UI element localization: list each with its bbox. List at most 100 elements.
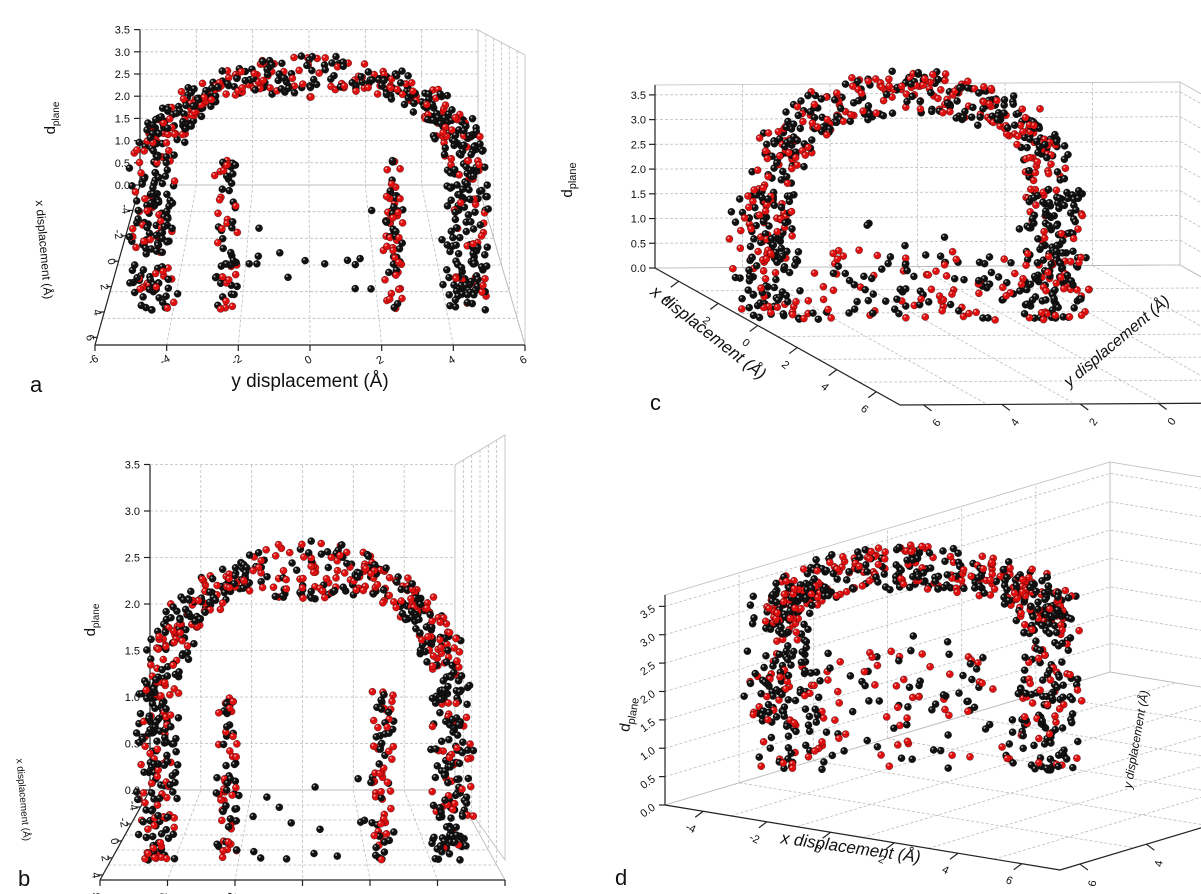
- data-point-highlight: [1071, 197, 1074, 200]
- data-point-highlight: [1018, 123, 1021, 126]
- data-point: [755, 313, 764, 322]
- data-point: [201, 608, 209, 617]
- data-point: [370, 831, 379, 840]
- data-point: [169, 298, 178, 307]
- data-point-highlight: [388, 85, 391, 88]
- data-point-highlight: [781, 311, 784, 314]
- data-point: [871, 75, 880, 83]
- data-point-highlight: [281, 575, 284, 578]
- data-point: [885, 75, 893, 83]
- data-point: [454, 677, 463, 685]
- data-point-highlight: [165, 664, 168, 667]
- data-point-highlight: [400, 220, 403, 223]
- data-point: [441, 796, 449, 804]
- data-point-highlight: [391, 204, 394, 207]
- data-point-highlight: [379, 857, 382, 860]
- data-point-highlight: [1086, 287, 1089, 290]
- data-point-highlight: [323, 67, 326, 70]
- data-point: [445, 735, 453, 744]
- data-point: [479, 281, 487, 290]
- data-point-highlight: [168, 724, 171, 727]
- data-point-highlight: [481, 230, 484, 233]
- data-point-highlight: [384, 244, 387, 247]
- data-point-highlight: [740, 210, 743, 213]
- data-point: [426, 610, 434, 619]
- data-point: [1025, 166, 1033, 175]
- data-point-highlight: [454, 701, 457, 704]
- data-point-highlight: [784, 293, 787, 296]
- data-point: [389, 742, 398, 751]
- data-point: [132, 243, 140, 252]
- data-point-highlight: [159, 791, 162, 794]
- data-point: [448, 715, 457, 724]
- data-point: [178, 651, 187, 660]
- data-point: [322, 574, 331, 583]
- data-point: [773, 227, 781, 236]
- data-point-highlight: [729, 209, 732, 212]
- data-point-highlight: [396, 210, 399, 213]
- data-point-highlight: [739, 306, 742, 309]
- data-point: [332, 52, 340, 61]
- data-point: [431, 773, 440, 782]
- data-point: [231, 563, 240, 572]
- data-point: [152, 283, 160, 291]
- data-point-highlight: [152, 761, 154, 764]
- data-point-highlight: [212, 173, 215, 176]
- data-point-highlight: [851, 100, 854, 103]
- data-point: [165, 115, 174, 123]
- data-point-highlight: [209, 85, 212, 88]
- data-point-highlight: [750, 255, 753, 258]
- data-point: [974, 121, 982, 129]
- data-point-highlight: [904, 91, 907, 94]
- data-point: [383, 165, 391, 174]
- data-point-highlight: [442, 152, 445, 155]
- data-point-highlight: [151, 148, 154, 151]
- data-point-highlight: [391, 744, 394, 747]
- data-point-highlight: [160, 106, 163, 108]
- data-point: [457, 263, 466, 272]
- data-point: [859, 107, 867, 115]
- data-point-highlight: [171, 832, 174, 835]
- x-tick-label: -2: [230, 353, 244, 368]
- data-point-highlight: [408, 596, 411, 599]
- data-point-highlight: [247, 588, 250, 591]
- data-point-highlight: [183, 607, 186, 610]
- data-point-highlight: [214, 790, 217, 793]
- data-point: [921, 313, 930, 321]
- data-point-highlight: [477, 162, 480, 165]
- data-point: [396, 194, 404, 203]
- data-point-highlight: [225, 158, 227, 161]
- data-point: [448, 126, 456, 134]
- data-point-highlight: [464, 795, 467, 797]
- data-point-highlight: [399, 68, 402, 71]
- data-point-highlight: [918, 106, 921, 109]
- data-point-highlight: [142, 770, 144, 772]
- data-point-highlight: [304, 63, 307, 66]
- data-point-highlight: [459, 673, 462, 676]
- data-point-highlight: [342, 83, 345, 86]
- data-point-highlight: [410, 89, 413, 91]
- data-point: [309, 75, 318, 84]
- data-point-highlight: [335, 64, 338, 67]
- data-point: [791, 153, 800, 162]
- z-tick-label: 2.5: [125, 553, 140, 565]
- data-point-highlight: [471, 292, 474, 295]
- data-point: [308, 52, 317, 61]
- data-point-highlight: [444, 659, 447, 662]
- data-point: [225, 583, 234, 592]
- data-point-highlight: [165, 759, 168, 762]
- data-point-highlight: [393, 272, 396, 275]
- data-point-highlight: [455, 732, 458, 735]
- data-point: [953, 97, 961, 105]
- data-point: [749, 197, 757, 206]
- data-point-highlight: [793, 155, 796, 158]
- data-point: [483, 243, 492, 251]
- data-point-highlight: [797, 316, 800, 319]
- data-point: [134, 206, 143, 215]
- data-point-highlight: [431, 133, 434, 136]
- data-point-highlight: [789, 226, 792, 229]
- data-point-highlight: [166, 277, 169, 280]
- data-point: [397, 597, 406, 605]
- data-point-highlight: [132, 262, 135, 265]
- data-point-highlight: [311, 77, 314, 80]
